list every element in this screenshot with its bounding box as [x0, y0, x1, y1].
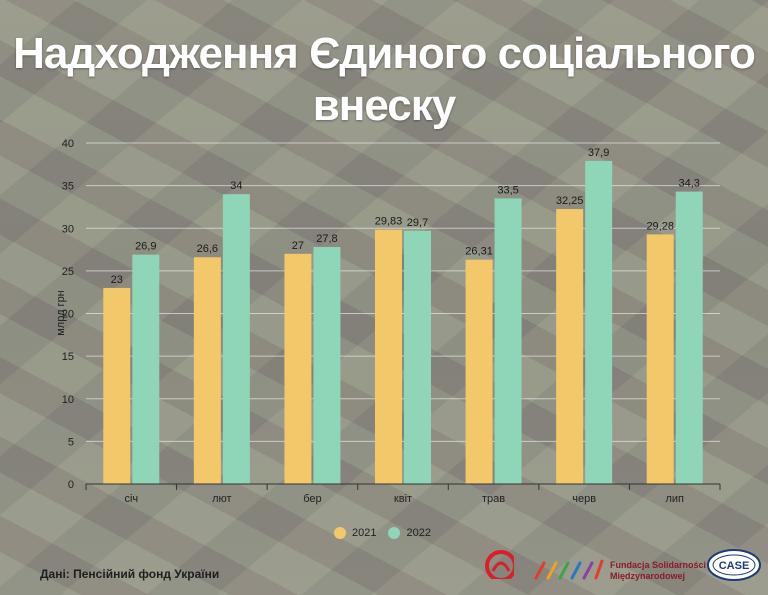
bar-2022-лип [675, 191, 703, 484]
legend-dot-2021 [334, 527, 346, 539]
y-tick-label: 20 [62, 309, 74, 321]
x-tick-label: лют [212, 493, 231, 505]
value-label-2022-лют: 34 [230, 180, 242, 192]
case-logo-text: CASE [719, 560, 750, 572]
value-label-2022-трав: 33,5 [497, 184, 518, 196]
value-label-2022-лип: 34,3 [679, 178, 700, 190]
y-tick-labels: 0 5 10 15 20 25 30 35 40 [62, 138, 74, 491]
legend-dot-2022 [388, 527, 401, 539]
x-tick-label: січ [124, 493, 138, 505]
x-tick-label: бер [303, 493, 321, 505]
bar-2021-квіт [375, 229, 402, 484]
bar-2021-трав [465, 259, 493, 484]
value-label-2022-січ: 26,9 [135, 241, 156, 253]
legend-item-2022: 2022 [388, 527, 431, 539]
x-tick-labels: січ лют бер квіт трав черв лип [85, 484, 721, 505]
legend-label-2022: 2022 [406, 527, 431, 539]
legend-label-2021: 2021 [352, 527, 377, 539]
legend: 2021 2022 [334, 527, 431, 539]
y-tick-label: 40 [62, 138, 74, 150]
bar-2021-лют [193, 257, 221, 484]
red-circle-logo [485, 550, 514, 579]
x-tick-label: квіт [394, 493, 412, 505]
bar-2022-січ [132, 254, 160, 484]
grid-lines [86, 142, 720, 442]
fsm-line-1: Fundacja Solidarności [610, 560, 707, 570]
value-label-2021-лют: 26,6 [197, 243, 218, 255]
bar-2022-бер [313, 247, 341, 484]
fsm-logo-text: Fundacja Solidarności Międzynarodowej [610, 560, 706, 582]
y-tick-label: 25 [62, 266, 74, 278]
value-label-2021-трав: 26,31 [465, 246, 493, 258]
bar-2022-черв [585, 160, 613, 484]
value-label-2022-черв: 37,9 [588, 147, 609, 159]
y-tick-label: 0 [68, 479, 74, 491]
y-tick-label: 10 [62, 394, 74, 406]
x-tick-label: трав [482, 493, 505, 505]
value-label-2021-квіт: 29,83 [375, 216, 403, 228]
people-figures-logo [534, 559, 604, 580]
bar-2021-бер [284, 253, 312, 484]
y-axis-label: млрд грн [55, 290, 67, 336]
y-tick-label: 35 [62, 181, 74, 193]
bar-2021-лип [646, 234, 674, 484]
y-tick-label: 5 [68, 436, 74, 448]
bar-2022-квіт [404, 230, 431, 484]
bar-2021-січ [103, 287, 131, 484]
value-label-2021-бер: 27 [292, 240, 304, 252]
x-tick-label: лип [665, 493, 684, 505]
title-line-1: Надходження Єдиного соціального [13, 29, 756, 78]
value-labels: 23 26,9 26,6 34 27 27,8 29,83 29,7 26,31 33,5 32,2… [111, 147, 700, 286]
chart-title: Надходження Єдиного соціального внеску [0, 28, 768, 132]
y-tick-label: 30 [62, 223, 74, 235]
bar-2022-трав [494, 198, 522, 484]
value-label-2022-квіт: 29,7 [407, 217, 428, 229]
data-source: Дані: Пенсійний фонд України [40, 567, 220, 581]
bars [103, 160, 703, 484]
value-label-2021-лип: 29,28 [646, 220, 674, 232]
title-line-2: внеску [312, 81, 456, 130]
legend-item-2021: 2021 [334, 527, 376, 539]
value-label-2021-січ: 23 [111, 274, 123, 286]
x-tick-label: черв [572, 493, 596, 505]
value-label-2022-бер: 27,8 [316, 233, 337, 245]
bar-2022-лют [222, 194, 250, 484]
value-label-2021-черв: 32,25 [556, 195, 584, 207]
bar-2021-черв [556, 209, 584, 484]
case-logo: CASE [707, 549, 761, 581]
y-tick-label: 15 [62, 351, 74, 363]
fsm-line-2: Międzynarodowej [610, 571, 686, 581]
